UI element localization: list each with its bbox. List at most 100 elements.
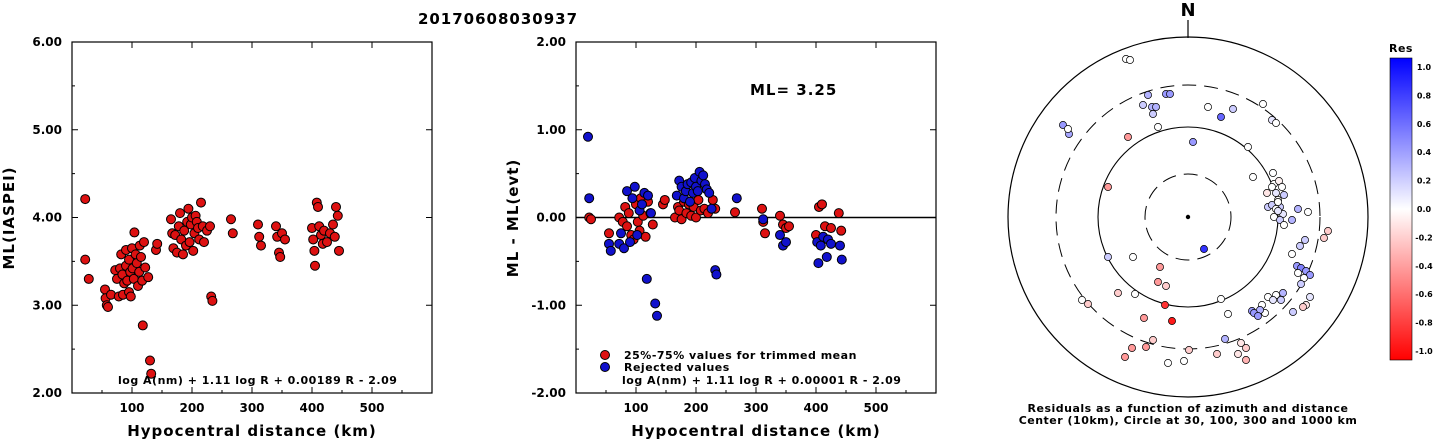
data-point xyxy=(659,194,670,205)
station-point xyxy=(1268,183,1276,191)
data-point xyxy=(271,221,281,232)
formula-annotation: log A(nm) + 1.11 log R + 0.00001 R - 2.0… xyxy=(622,374,901,387)
data-point xyxy=(179,225,190,236)
colorbar-gradient xyxy=(1389,57,1413,361)
station-point xyxy=(1200,245,1208,253)
data-points xyxy=(583,131,847,321)
station-point xyxy=(1280,221,1288,229)
station-point xyxy=(1164,359,1172,367)
data-point xyxy=(813,258,824,269)
station-point xyxy=(1124,133,1132,141)
data-point xyxy=(817,199,827,210)
data-point xyxy=(625,237,635,248)
station-point xyxy=(1166,90,1174,98)
data-point xyxy=(760,228,770,239)
x-tick-label: 500 xyxy=(863,401,888,415)
station-point xyxy=(1154,278,1162,286)
data-point xyxy=(227,228,238,239)
axis-ticks: 100 200 300 400 500 2.00 3.00 4.00 5.00 6.00 xyxy=(32,35,432,415)
data-point xyxy=(129,227,140,238)
ml-event-label: ML= 3.25 xyxy=(750,81,837,99)
station-point xyxy=(1277,296,1285,304)
data-point xyxy=(143,272,154,283)
x-tick-label: 300 xyxy=(743,401,768,415)
colorbar-tick-label: 1.0 xyxy=(1417,63,1432,72)
colorbar-tick-label: 0.8 xyxy=(1417,91,1432,100)
station-point xyxy=(1259,100,1267,108)
station-point xyxy=(1149,336,1157,344)
figure-title: 20170608030937 xyxy=(418,10,578,28)
data-point xyxy=(757,203,767,214)
x-tick-label: 100 xyxy=(119,401,144,415)
legend-marker-rejected xyxy=(600,362,610,372)
station-point xyxy=(1296,242,1304,250)
data-point xyxy=(821,251,832,262)
station-point xyxy=(1129,253,1137,261)
station-point xyxy=(1144,91,1152,99)
station-point xyxy=(1237,339,1245,347)
data-point xyxy=(691,212,701,223)
station-point xyxy=(1263,189,1271,197)
data-point xyxy=(137,320,148,331)
data-point xyxy=(256,240,266,251)
station-point xyxy=(1162,282,1170,290)
data-point xyxy=(643,190,653,201)
data-point xyxy=(605,245,616,256)
colorbar-tick-label: -0.8 xyxy=(1415,319,1433,328)
legend-label-rejected: Rejected values xyxy=(624,361,730,374)
data-point xyxy=(647,219,658,230)
colorbar-tick-label: -0.6 xyxy=(1415,290,1433,299)
data-point xyxy=(332,210,343,221)
station-point xyxy=(1242,344,1250,352)
station-point xyxy=(1131,290,1139,298)
data-point xyxy=(835,240,845,251)
station-point xyxy=(1213,350,1221,358)
data-point xyxy=(706,203,717,214)
colorbar-tick-label: -1.0 xyxy=(1415,347,1433,356)
data-point xyxy=(584,193,595,204)
station-point xyxy=(1114,289,1122,297)
station-point xyxy=(1142,343,1150,351)
colorbar-ticks: 1.0 0.8 0.6 0.4 0.2 0.0 -0.2 -0.4 -0.6 -0.8 -1.0 xyxy=(1415,63,1433,356)
data-point xyxy=(313,201,323,212)
y-axis-label: ML(IASPEI) xyxy=(0,166,18,269)
ring-1000km xyxy=(1007,36,1369,398)
y-axis-label: ML - ML(evt) xyxy=(504,159,522,277)
data-point xyxy=(629,181,640,192)
epicenter-marker xyxy=(1185,214,1191,220)
data-point xyxy=(199,237,209,248)
colorbar-tick-label: -0.2 xyxy=(1415,233,1433,242)
data-point xyxy=(616,228,626,239)
station-point xyxy=(1229,105,1237,113)
data-point xyxy=(83,273,94,284)
station-point xyxy=(1280,191,1288,199)
y-tick-label: 1.00 xyxy=(536,123,566,137)
x-tick-label: 500 xyxy=(359,401,384,415)
data-point xyxy=(275,251,286,262)
station-point xyxy=(1078,296,1086,304)
station-point xyxy=(1104,253,1112,261)
data-point xyxy=(226,214,236,225)
y-tick-label: 5.00 xyxy=(32,123,62,137)
station-point xyxy=(1320,234,1328,242)
station-point xyxy=(1297,280,1305,288)
azimuth-residual-polar-plot: N Residuals as a function of azimuth and… xyxy=(1007,0,1369,427)
data-point xyxy=(329,231,340,242)
y-tick-label: 3.00 xyxy=(32,298,62,312)
station-point xyxy=(1128,344,1136,352)
station-point xyxy=(1217,295,1225,303)
data-point xyxy=(166,214,176,225)
y-tick-label: 2.00 xyxy=(32,386,62,400)
residual-colorbar: Res 1.0 0.8 0.6 0.4 0.2 0.0 -0.2 -0.4 -0.6 -0.8 -1… xyxy=(1389,42,1433,361)
station-point xyxy=(1064,125,1072,133)
data-point xyxy=(758,214,769,225)
y-tick-label: -1.00 xyxy=(531,298,566,312)
y-tick-label: -2.00 xyxy=(531,386,566,400)
data-point xyxy=(583,131,593,142)
station-point xyxy=(1288,250,1296,258)
station-point xyxy=(1294,269,1302,277)
data-point xyxy=(175,208,185,219)
station-point xyxy=(1217,113,1225,121)
station-point xyxy=(1279,289,1287,297)
